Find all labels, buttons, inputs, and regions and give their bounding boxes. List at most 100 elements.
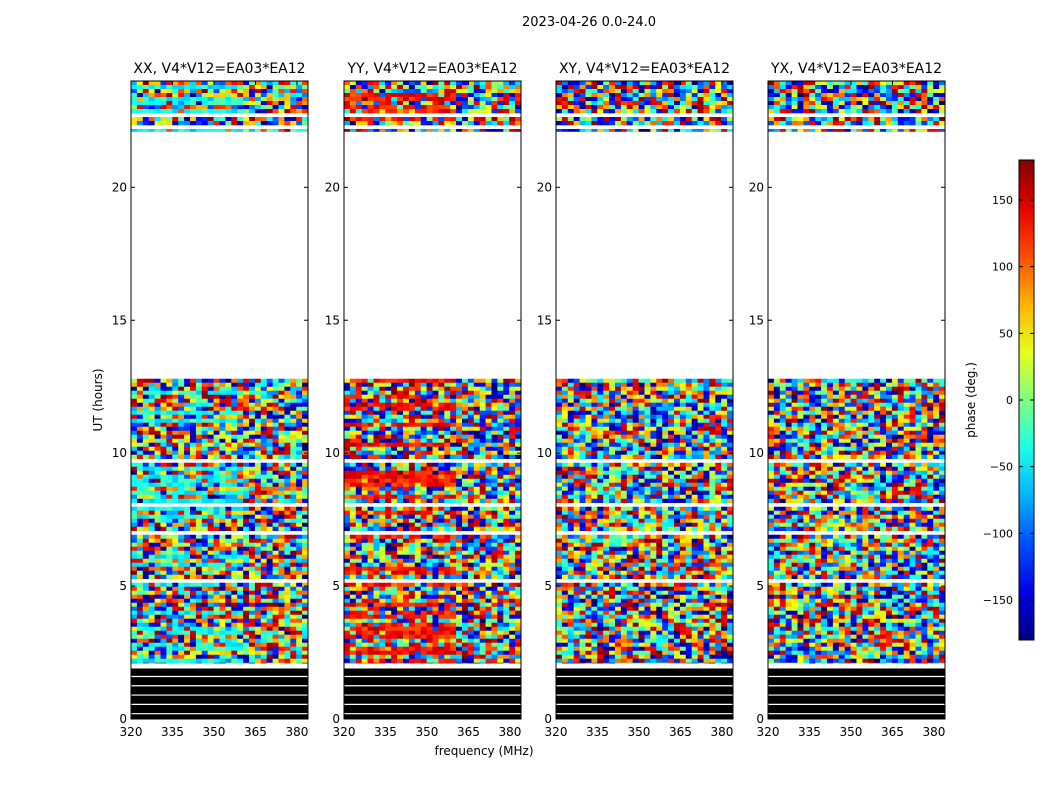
heat-cell	[231, 642, 238, 648]
heat-cell	[290, 614, 297, 620]
heat-cell	[136, 582, 144, 588]
heat-cell	[225, 546, 232, 552]
heat-cell	[391, 542, 398, 548]
heat-cell	[172, 406, 179, 412]
heat-cell	[349, 650, 357, 656]
heat-cell	[491, 594, 498, 600]
heat-cell	[403, 638, 410, 644]
heat-cell	[344, 466, 351, 472]
heat-cell	[497, 642, 504, 648]
heat-cell	[626, 101, 634, 106]
heat-cell	[403, 490, 410, 496]
heat-cell	[361, 518, 368, 524]
heat-cell	[456, 598, 463, 604]
heat-cell	[142, 522, 150, 528]
heat-cell	[201, 438, 209, 444]
heat-cell	[444, 606, 451, 612]
heat-cell	[254, 478, 262, 484]
heat-cell	[497, 658, 504, 664]
heat-cell	[438, 566, 445, 572]
heat-cell	[195, 89, 203, 94]
heat-cell	[172, 109, 179, 114]
heat-cell	[272, 442, 279, 448]
heat-cell	[485, 394, 492, 400]
heat-cell	[201, 434, 209, 440]
heat-cell	[290, 390, 297, 396]
heat-cell	[491, 586, 498, 592]
heat-cell	[585, 97, 592, 102]
heat-cell	[260, 522, 268, 528]
heat-cell	[444, 93, 451, 98]
heat-cell	[497, 378, 504, 384]
heat-cell	[408, 602, 416, 608]
heat-cell	[142, 438, 150, 444]
heat-cell	[284, 386, 291, 392]
heat-cell	[444, 570, 451, 576]
heat-cell	[367, 406, 374, 412]
heat-cell	[190, 442, 197, 448]
heat-cell	[219, 378, 226, 384]
heat-cell	[391, 606, 398, 612]
heat-cell	[361, 554, 368, 560]
heat-cell	[190, 514, 197, 520]
heat-cell	[142, 510, 150, 516]
heat-cell	[426, 650, 433, 656]
heat-cell	[444, 454, 451, 460]
heat-cell	[160, 438, 167, 444]
heat-cell	[213, 117, 220, 122]
heat-cell	[479, 570, 486, 576]
heat-cell	[391, 602, 398, 608]
heat-cell	[479, 105, 486, 110]
heat-cell	[249, 598, 256, 604]
heat-cell	[207, 626, 214, 632]
heat-cell	[397, 466, 404, 472]
heat-cell	[373, 662, 380, 664]
heat-cell	[420, 486, 427, 492]
heat-cell	[515, 550, 521, 556]
heat-cell	[597, 89, 604, 94]
heat-cell	[379, 570, 386, 576]
heat-cell	[355, 522, 363, 528]
heat-cell	[249, 582, 256, 588]
heat-cell	[391, 442, 398, 448]
heat-cell	[361, 418, 368, 424]
heat-cell	[426, 466, 433, 472]
heat-cell	[201, 129, 209, 132]
heat-cell	[403, 534, 410, 540]
heat-cell	[260, 454, 268, 460]
heat-cell	[414, 542, 422, 548]
heat-cell	[148, 450, 155, 456]
heat-cell	[444, 602, 451, 608]
heat-cell	[266, 658, 273, 664]
heat-cell	[367, 414, 374, 420]
heat-cell	[231, 602, 238, 608]
heat-cell	[178, 526, 185, 532]
heat-cell	[290, 518, 297, 524]
heat-cell	[485, 386, 492, 392]
heat-cell	[302, 506, 308, 512]
heat-cell	[148, 542, 155, 548]
heat-cell	[237, 542, 244, 548]
heat-cell	[142, 109, 150, 114]
heat-cell	[444, 89, 451, 94]
heat-cell	[184, 594, 191, 600]
heat-cell	[403, 610, 410, 616]
heat-cell	[367, 402, 374, 408]
heat-cell	[515, 398, 521, 404]
heat-cell	[231, 390, 238, 396]
heat-cell	[515, 610, 521, 616]
heat-cell	[254, 510, 262, 516]
heat-cell	[249, 394, 256, 400]
heat-cell	[190, 478, 197, 484]
heat-cell	[290, 510, 297, 516]
heat-cell	[178, 598, 185, 604]
y-tick-label: 20	[112, 180, 127, 194]
heat-cell	[438, 422, 445, 428]
heat-cell	[278, 554, 285, 560]
heat-cell	[184, 630, 191, 636]
heat-cell	[201, 121, 209, 126]
heat-cell	[172, 522, 179, 528]
heat-cell	[391, 498, 398, 504]
heat-cell	[243, 594, 250, 600]
heat-cell	[344, 93, 351, 98]
